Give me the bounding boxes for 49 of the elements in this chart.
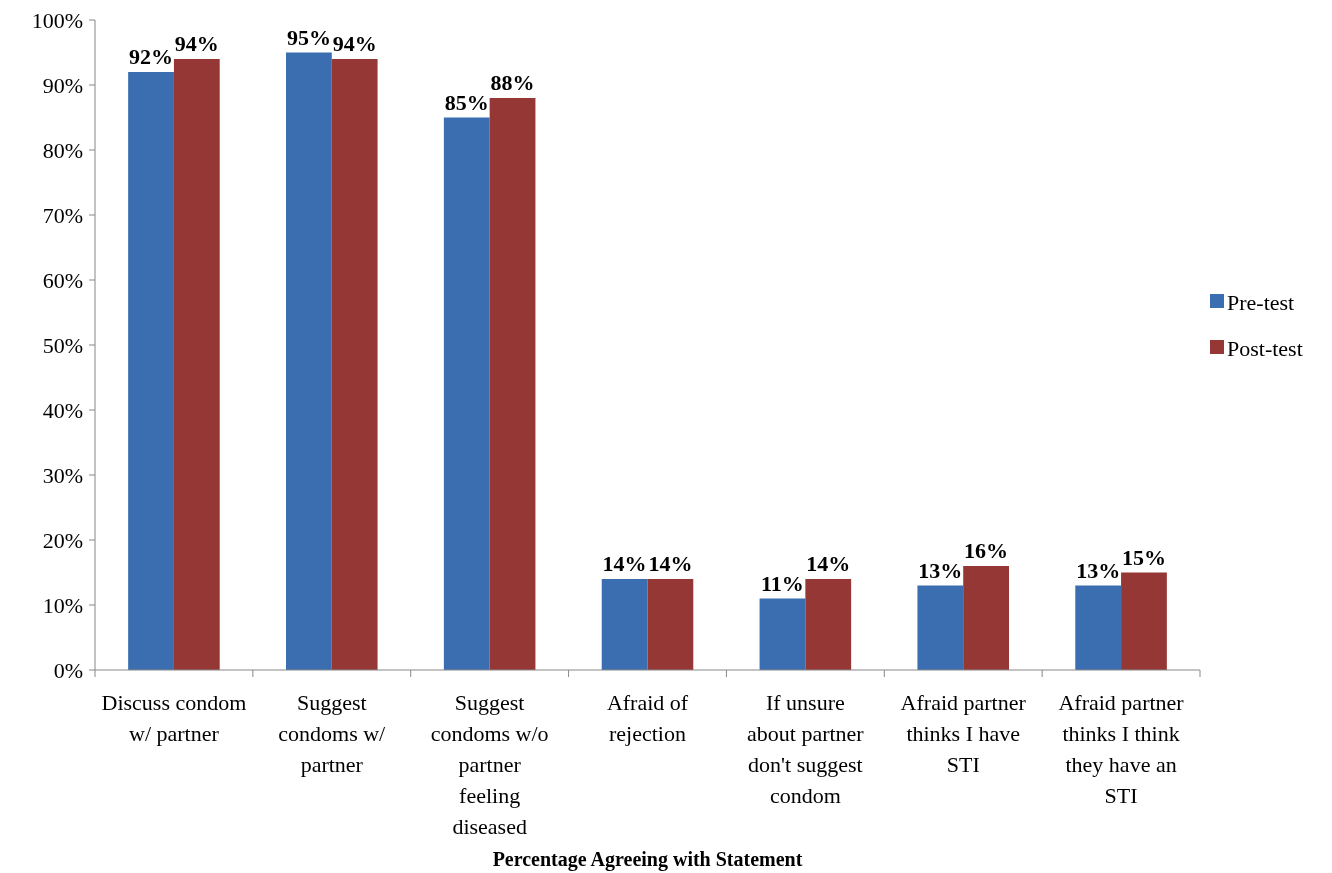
- bar: [331, 59, 378, 670]
- y-tick-label: 90%: [42, 72, 83, 98]
- x-tick-label: Afraid partner thinks I think they have an STI: [1058, 690, 1185, 808]
- data-label: 14%: [648, 551, 693, 576]
- x-tick-label: Afraid of rejection: [606, 690, 689, 746]
- bar: [443, 117, 490, 670]
- bar: [489, 98, 536, 670]
- y-tick-label: 40%: [42, 397, 83, 423]
- bar: [128, 72, 174, 670]
- x-tick-label: Afraid partner thinks I have STI: [900, 690, 1027, 777]
- legend-label: Post-test: [1227, 335, 1303, 361]
- data-label: 85%: [444, 89, 489, 115]
- data-label: 92%: [129, 44, 174, 69]
- data-label: 14%: [806, 551, 851, 576]
- bar: [759, 598, 806, 670]
- bar: [601, 579, 648, 670]
- x-tick-label: If unsure about partner don't suggest condom: [747, 690, 865, 808]
- data-label: 95%: [286, 24, 331, 50]
- bar: [963, 566, 1009, 670]
- y-tick-label: 0%: [53, 657, 83, 683]
- y-tick-label: 60%: [42, 267, 83, 293]
- y-tick-label: 20%: [42, 527, 83, 553]
- data-label: 15%: [1121, 544, 1166, 570]
- bar: [1121, 572, 1167, 670]
- y-tick-label: 100%: [31, 7, 83, 33]
- data-label: 88%: [490, 70, 535, 95]
- bar: [805, 579, 852, 670]
- x-tick-label: Suggest condoms w/o partner feeling diseased: [430, 690, 549, 839]
- x-tick-label: Discuss condom w/ partner: [101, 690, 247, 746]
- legend-label: Pre-test: [1227, 289, 1295, 315]
- data-label: 94%: [332, 31, 377, 56]
- y-tick-label: 50%: [42, 332, 83, 358]
- y-tick-label: 80%: [42, 137, 83, 163]
- y-tick-label: 10%: [42, 592, 83, 618]
- bar: [286, 52, 332, 670]
- bar: [647, 579, 694, 670]
- data-label: 94%: [174, 31, 219, 56]
- x-axis-title: Percentage Agreeing with Statement: [492, 848, 803, 871]
- bar: [1075, 585, 1122, 670]
- y-tick-label: 70%: [42, 202, 83, 228]
- data-label: 13%: [1076, 557, 1121, 583]
- bar: [917, 585, 964, 670]
- data-label: 16%: [964, 538, 1009, 563]
- y-tick-label: 30%: [42, 462, 83, 488]
- data-label: 11%: [761, 570, 804, 596]
- data-label: 14%: [602, 551, 647, 576]
- bar: [173, 59, 220, 670]
- data-label: 13%: [918, 557, 963, 583]
- x-tick-label: Suggest condoms w/ partner: [278, 690, 387, 777]
